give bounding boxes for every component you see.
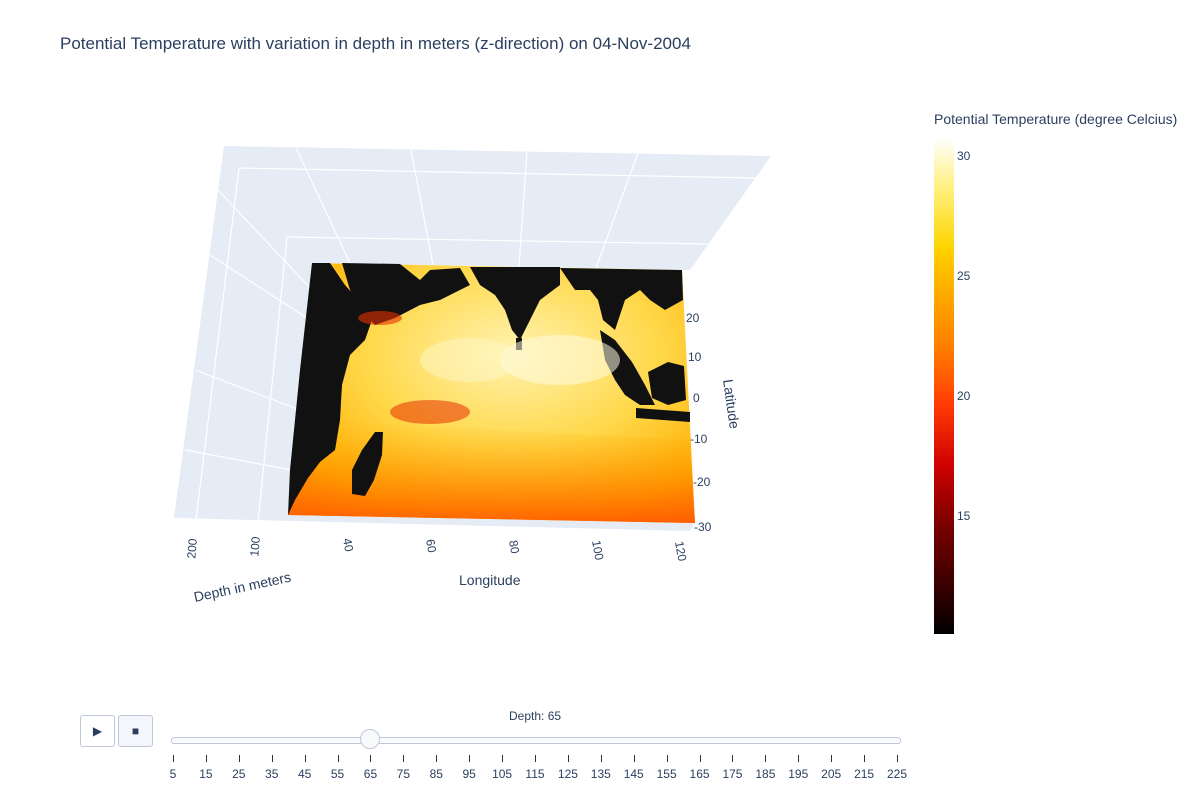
slider-tick-label[interactable]: 95 bbox=[462, 767, 476, 781]
slider-tick-mark bbox=[864, 755, 866, 762]
slider-tick-label[interactable]: 115 bbox=[525, 767, 545, 781]
colorbar-tick: 25 bbox=[957, 269, 971, 283]
slider-tick-mark bbox=[567, 755, 569, 762]
slider-tick-label[interactable]: 165 bbox=[689, 767, 710, 781]
slider-tick-mark bbox=[633, 755, 635, 762]
slider-tick-label[interactable]: 125 bbox=[557, 767, 578, 781]
slider-tick-mark bbox=[173, 755, 174, 762]
slider-tick-label[interactable]: 85 bbox=[429, 767, 443, 781]
slider-tick-mark bbox=[370, 755, 372, 762]
colorbar-tick: 15 bbox=[957, 509, 971, 523]
slider-tick-label[interactable]: 55 bbox=[330, 767, 345, 781]
chart-title: Potential Temperature with variation in … bbox=[60, 34, 691, 53]
x-tick: 80 bbox=[506, 539, 522, 555]
slider-tick-mark bbox=[666, 755, 668, 762]
slider-tick-mark bbox=[798, 755, 800, 762]
slider-tick-label[interactable]: 35 bbox=[265, 767, 279, 781]
colorbar bbox=[934, 138, 954, 634]
land-java bbox=[636, 408, 690, 422]
depth-slider-track[interactable] bbox=[171, 737, 901, 744]
slider-tick-label[interactable]: 185 bbox=[755, 767, 776, 781]
slider-tick-mark bbox=[897, 755, 898, 762]
y-tick: 20 bbox=[686, 311, 700, 325]
colorbar-tick: 30 bbox=[957, 149, 971, 163]
slider-tick-mark bbox=[699, 755, 701, 762]
land-africa bbox=[288, 263, 372, 515]
scene-back-plane bbox=[174, 146, 771, 518]
slider-tick-mark bbox=[600, 755, 602, 762]
x-tick: 120 bbox=[672, 540, 689, 562]
slider-tick-label[interactable]: 45 bbox=[297, 767, 312, 781]
z-tick: 100 bbox=[247, 536, 263, 557]
y-tick: -30 bbox=[694, 520, 712, 534]
depth-slider-handle[interactable] bbox=[360, 729, 381, 749]
slider-tick-label[interactable]: 195 bbox=[788, 767, 809, 781]
slider-tick-mark bbox=[502, 755, 504, 762]
slider-tick-label[interactable]: 145 bbox=[623, 767, 644, 781]
slider-tick-mark bbox=[765, 755, 767, 762]
slider-tick-mark bbox=[205, 755, 207, 762]
y-tick: -10 bbox=[690, 432, 708, 446]
slider-tick-label[interactable]: 65 bbox=[363, 767, 378, 781]
slider-tick-mark bbox=[436, 755, 438, 762]
x-tick: 100 bbox=[589, 539, 606, 561]
slider-tick-mark bbox=[732, 755, 734, 762]
slider-tick-label[interactable]: 75 bbox=[396, 767, 411, 781]
slider-tick-label[interactable]: 155 bbox=[656, 767, 677, 781]
slider-tick-mark bbox=[535, 755, 536, 762]
colorbar-title: Potential Temperature (degree Celcius) bbox=[934, 111, 1178, 127]
slider-tick-mark bbox=[304, 755, 306, 762]
slider-tick-mark bbox=[238, 755, 240, 762]
slider-tick-label[interactable]: 105 bbox=[492, 767, 513, 781]
x-tick: 40 bbox=[340, 537, 356, 553]
slider-tick-mark bbox=[403, 755, 405, 762]
z-tick: 200 bbox=[184, 538, 200, 559]
land-arabia bbox=[342, 263, 470, 325]
stop-button[interactable]: ■ bbox=[118, 715, 153, 747]
scene-gridlines bbox=[184, 147, 756, 523]
y-axis-title: Latitude bbox=[720, 378, 743, 430]
slider-tick-label[interactable]: 225 bbox=[886, 767, 908, 781]
slider-tick-label[interactable]: 205 bbox=[821, 767, 842, 781]
y-tick: 10 bbox=[688, 350, 702, 364]
slider-tick-label[interactable]: 135 bbox=[590, 767, 611, 781]
land-madagascar bbox=[352, 432, 383, 496]
land-indochina bbox=[560, 268, 683, 330]
scene-floor-plane bbox=[174, 515, 695, 531]
x-axis-title: Longitude bbox=[459, 572, 521, 588]
z-axis-title: Depth in meters bbox=[192, 569, 292, 605]
slider-tick-label[interactable]: 5 bbox=[169, 767, 177, 781]
slider-tick-mark bbox=[469, 755, 471, 762]
slider-tick-label[interactable]: 25 bbox=[232, 767, 246, 781]
heatmap-slice[interactable] bbox=[288, 263, 695, 523]
land-india bbox=[470, 267, 560, 340]
colorbar-tick: 20 bbox=[957, 389, 971, 403]
slider-tick-mark bbox=[337, 755, 339, 762]
slider-current-value: Depth: 65 bbox=[509, 709, 562, 723]
play-button[interactable]: ▶ bbox=[80, 715, 115, 747]
slider-tick-mark bbox=[271, 755, 273, 762]
y-tick: 0 bbox=[693, 391, 700, 405]
land-borneo bbox=[648, 362, 686, 405]
land-sumatra bbox=[600, 330, 655, 405]
slider-tick-label[interactable]: 15 bbox=[199, 767, 213, 781]
y-tick: -20 bbox=[693, 475, 711, 489]
x-tick: 60 bbox=[423, 538, 439, 554]
slider-tick-mark bbox=[831, 755, 833, 762]
slider-tick-label[interactable]: 175 bbox=[722, 767, 743, 781]
slider-tick-label[interactable]: 215 bbox=[854, 767, 875, 781]
